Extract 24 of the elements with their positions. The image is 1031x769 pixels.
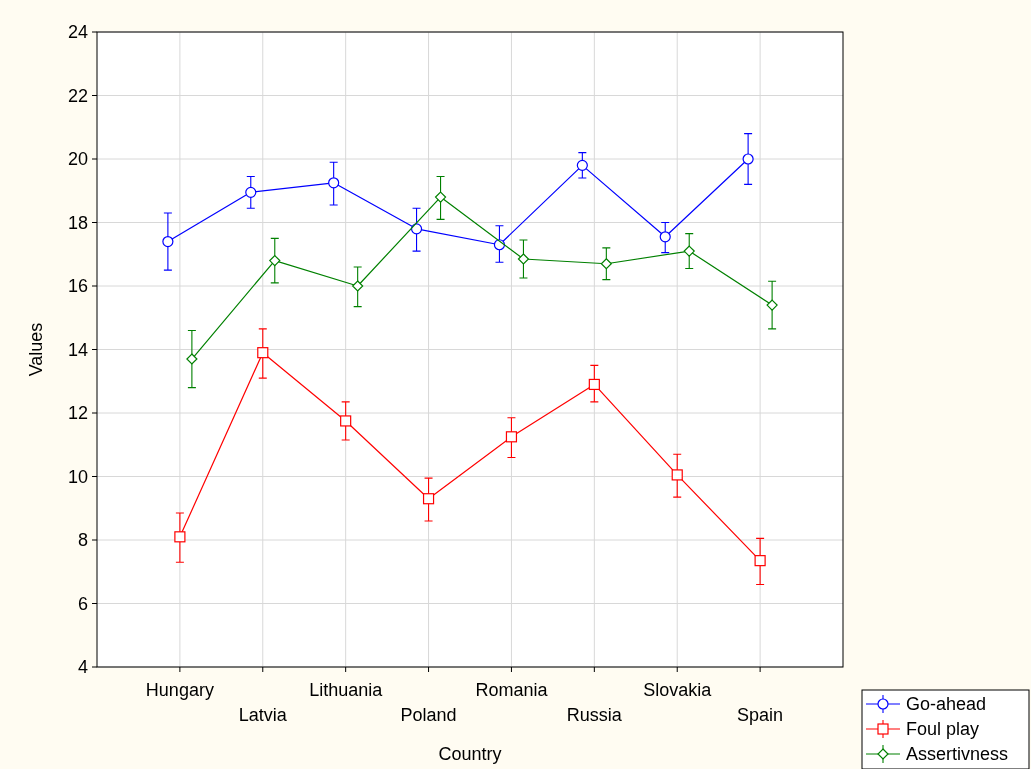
y-tick-label: 24 (67, 22, 88, 43)
y-tick-label: 20 (67, 149, 88, 170)
y-axis-title: Values (26, 322, 46, 377)
x-tick-label: Lithuania (309, 680, 384, 700)
x-tick-label: Russia (566, 705, 623, 725)
y-tick-label: 6 (77, 593, 88, 614)
y-tick-label: 16 (67, 276, 88, 297)
legend-label: Go-ahead (906, 694, 987, 715)
x-axis-title: Country (438, 744, 502, 764)
y-tick-label: 10 (67, 466, 88, 487)
y-tick-label: 4 (77, 657, 88, 678)
legend-label: Foul play (906, 719, 980, 740)
x-tick-label: Romania (475, 680, 549, 700)
x-tick-label: Hungary (145, 680, 214, 700)
x-tick-label: Spain (737, 705, 784, 725)
y-tick-label: 14 (67, 339, 88, 360)
y-tick-label: 18 (67, 212, 88, 233)
x-tick-label: Latvia (238, 705, 288, 725)
y-tick-label: 12 (67, 403, 88, 424)
y-tick-label: 22 (67, 85, 88, 106)
y-tick-label: 8 (77, 530, 88, 551)
x-tick-label: Slovakia (643, 680, 713, 700)
legend-label: Assertivness (906, 744, 1009, 765)
x-tick-label: Poland (400, 705, 457, 725)
